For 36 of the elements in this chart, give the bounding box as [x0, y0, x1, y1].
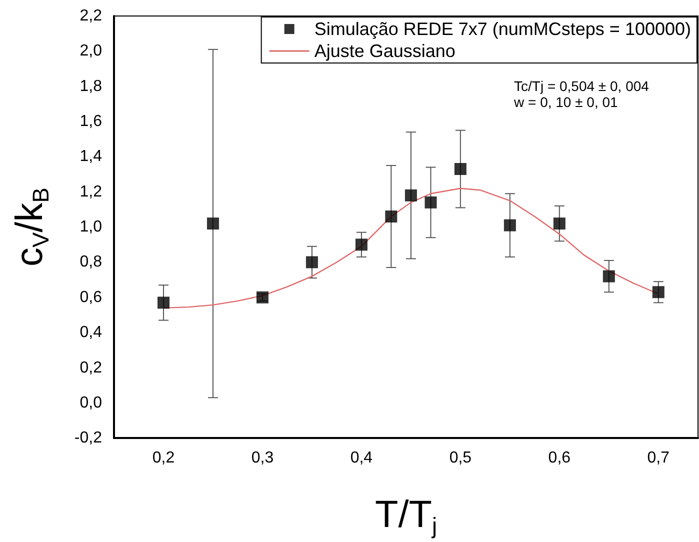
- annotation: w = 0, 10 ± 0, 01: [513, 94, 618, 110]
- point: [385, 210, 398, 222]
- point: [553, 218, 566, 230]
- y-tick-label: 1,6: [80, 113, 102, 130]
- x-tick-label: 0,6: [548, 450, 571, 467]
- x-tick-label: 0,7: [647, 450, 670, 467]
- y-tick-label: 2,0: [80, 42, 102, 60]
- point: [424, 196, 437, 208]
- x-tick-label: 0,5: [449, 450, 472, 467]
- y-tick-label: 1,2: [80, 183, 102, 200]
- y-axis-title: cV/kB: [9, 188, 54, 267]
- point: [157, 296, 170, 309]
- point: [355, 238, 368, 251]
- point: [652, 286, 664, 298]
- point: [206, 218, 219, 230]
- point: [306, 256, 318, 268]
- y-tick-label: 0,4: [80, 324, 102, 342]
- x-tick-label: 0,3: [251, 450, 274, 467]
- legend-label: Ajuste Gaussiano: [314, 41, 456, 61]
- y-tick-label: 0,0: [80, 394, 102, 412]
- point: [504, 219, 516, 232]
- y-tick-label: -0,2: [74, 430, 102, 447]
- x-tick-label: 0,2: [152, 450, 175, 467]
- y-tick-label: 0,2: [80, 359, 102, 376]
- y-tick-label: 0,8: [80, 254, 102, 271]
- y-tick-label: 1,0: [80, 218, 102, 236]
- y-tick-label: 2,2: [80, 8, 102, 24]
- point: [602, 270, 615, 282]
- y-tick-label: 1,4: [80, 148, 102, 166]
- point: [404, 189, 417, 202]
- y-tick-label: 0,6: [80, 288, 102, 306]
- annotation: Tc/Tj = 0,504 ± 0, 004: [514, 78, 650, 94]
- point: [454, 163, 466, 176]
- x-tick-label: 0,4: [350, 450, 373, 467]
- legend-label: Simulação REDE 7x7 (numMCsteps = 100000): [314, 19, 692, 39]
- y-tick-label: 1,8: [80, 78, 102, 95]
